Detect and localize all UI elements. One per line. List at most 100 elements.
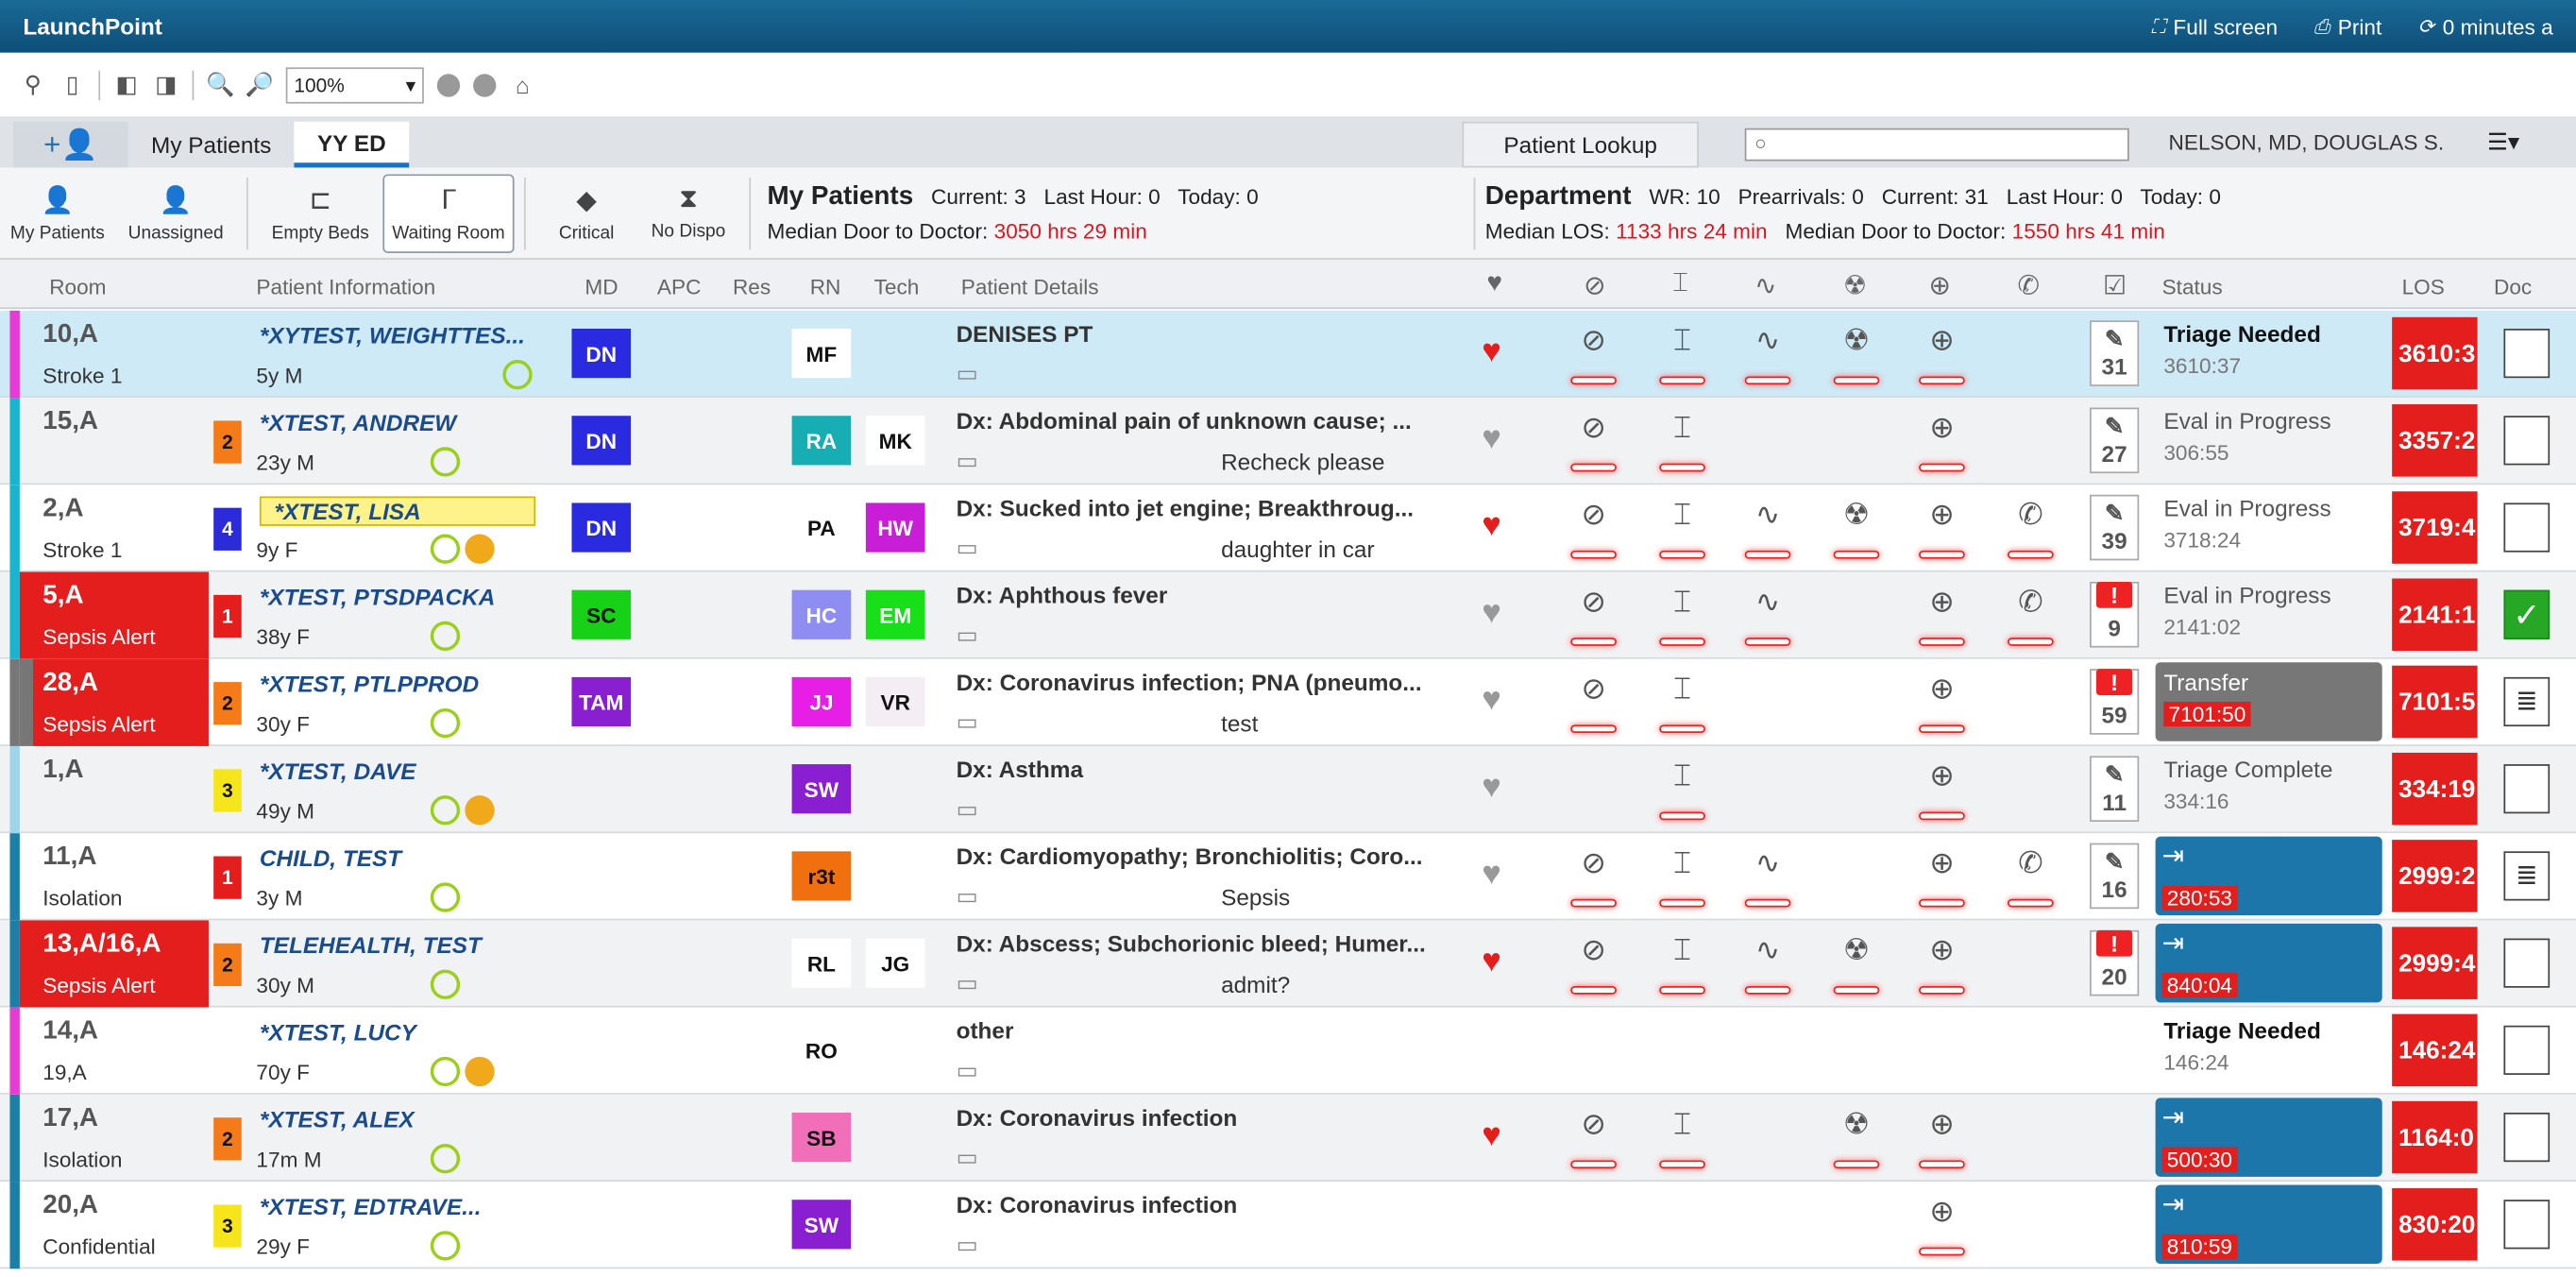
empty-beds-filter[interactable]: ⊏ Empty Beds — [258, 174, 382, 253]
tab-yy-ed[interactable]: YY ED — [294, 121, 410, 168]
table-row[interactable]: 5,A Sepsis Alert 1 *XTEST, PTSDPACKA 38y F SC… — [0, 571, 2576, 659]
circle-icon[interactable] — [473, 73, 497, 96]
status-cell[interactable]: Triage Needed 146:24 — [2156, 1008, 2382, 1095]
patient-name[interactable]: *XTEST, ALEX — [259, 1106, 415, 1132]
status-cell[interactable]: ⇥ 280:53 — [2155, 836, 2382, 916]
room-cell[interactable]: 28,A Sepsis Alert — [19, 658, 209, 746]
status-cell[interactable]: ⇥ 500:30 — [2155, 1098, 2382, 1177]
patient-name[interactable]: *XTEST, EDTRAVE... — [259, 1193, 482, 1220]
checklist-count[interactable]: ✎ 39 — [2090, 494, 2140, 561]
status-cell[interactable]: ⇥ 840:04 — [2155, 923, 2382, 1003]
doc-checkbox[interactable] — [2503, 764, 2551, 814]
checklist-count[interactable]: ✎ 16 — [2090, 843, 2140, 910]
col-md[interactable]: MD — [585, 274, 619, 299]
heart-icon[interactable]: ♥ — [1482, 333, 1501, 370]
ekg-icon[interactable]: ∿ — [1754, 846, 1781, 879]
pill-icon[interactable]: ⊘ — [1581, 411, 1606, 444]
zoom-select[interactable]: 100% ▾ — [285, 66, 424, 103]
heart-icon[interactable]: ♥ — [1482, 1117, 1501, 1154]
document-icon[interactable]: ≣ — [2503, 851, 2551, 901]
my-patients-filter[interactable]: 👤 My Patients — [0, 174, 115, 253]
col-room[interactable]: Room — [49, 274, 107, 299]
consult-column-icon[interactable]: ⊕ — [1928, 272, 1951, 301]
table-row[interactable]: 10,A Stroke 1 *XYTEST, WEIGHTTES... 5y M DN M… — [0, 310, 2576, 399]
doc-checkbox[interactable] — [2503, 329, 2551, 379]
test-tube-icon[interactable]: ⌶ — [1673, 585, 1691, 619]
consult-icon[interactable]: ⊕ — [1929, 498, 1955, 532]
rn-chip[interactable]: RL — [791, 938, 852, 988]
pill-icon[interactable]: ⊘ — [1581, 585, 1606, 619]
md-chip[interactable]: SC — [571, 589, 632, 639]
room-cell[interactable]: 15,A — [20, 398, 209, 485]
print-button[interactable]: ⎙ Print — [2313, 14, 2381, 39]
rn-chip[interactable]: r3t — [791, 851, 852, 901]
table-row[interactable]: 20,A Confidential 3 *XTEST, EDTRAVE... 29y F… — [0, 1182, 2576, 1269]
patient-name[interactable]: *XTEST, LISA — [259, 496, 536, 526]
circle-icon[interactable] — [436, 73, 461, 96]
status-cell[interactable]: Eval in Progress 2141:02 — [2156, 572, 2382, 659]
doc-checkbox[interactable] — [2503, 416, 2551, 466]
col-patient-info[interactable]: Patient Information — [256, 274, 436, 299]
room-cell[interactable]: 1,A — [20, 746, 209, 833]
test-tube-icon[interactable]: ⌶ — [1673, 323, 1691, 357]
consult-icon[interactable]: ⊕ — [1929, 846, 1955, 879]
checklist-column-icon[interactable]: ☑ — [2102, 272, 2127, 301]
heart-icon[interactable]: ♥ — [1482, 856, 1501, 893]
md-chip[interactable]: TAM — [571, 676, 632, 727]
search-input[interactable] — [1744, 128, 2129, 162]
col-tech[interactable]: Tech — [873, 274, 920, 299]
test-tube-icon[interactable]: ⌶ — [1673, 411, 1691, 444]
rn-chip[interactable]: RO — [791, 1025, 852, 1075]
pill-icon[interactable]: ⊘ — [1581, 933, 1606, 967]
room-cell[interactable]: 14,A 19,A — [20, 1008, 209, 1095]
status-cell[interactable]: Triage Complete 334:16 — [2156, 746, 2382, 833]
radiology-icon[interactable]: ☢ — [1842, 323, 1871, 357]
unassigned-filter[interactable]: 👤 Unassigned — [115, 174, 237, 253]
col-apc[interactable]: APC — [656, 274, 702, 299]
binoculars-icon[interactable]: ⚲ — [24, 70, 42, 97]
comment[interactable]: ▭ — [957, 1231, 1222, 1259]
comment[interactable]: ▭ daughter in car — [957, 535, 1375, 563]
consult-icon[interactable]: ⊕ — [1929, 1107, 1955, 1141]
patient-name[interactable]: *XTEST, LUCY — [259, 1018, 416, 1046]
consult-icon[interactable]: ⊕ — [1929, 585, 1955, 619]
test-tube-icon[interactable]: ⌶ — [1673, 672, 1691, 706]
diagnosis[interactable]: Dx: Cardiomyopathy; Bronchiolitis; Coro.… — [956, 843, 1423, 870]
heart-icon[interactable]: ♥ — [1482, 769, 1501, 806]
patient-lookup-tab[interactable]: Patient Lookup — [1462, 121, 1699, 168]
consult-icon[interactable]: ⊕ — [1929, 323, 1955, 357]
comment[interactable]: ▭ — [957, 1057, 1222, 1085]
checklist-count[interactable]: ✎ 11 — [2090, 756, 2140, 822]
pill-icon[interactable]: ⊘ — [1581, 672, 1606, 706]
comment[interactable]: ▭ — [957, 621, 1222, 650]
rn-chip[interactable]: PA — [791, 502, 852, 553]
doc-checked-icon[interactable]: ✓ — [2503, 589, 2551, 639]
test-tube-icon[interactable]: ⌶ — [1673, 846, 1691, 879]
pill-icon[interactable]: ⊘ — [1581, 1107, 1606, 1141]
ekg-column-icon[interactable]: ∿ — [1754, 272, 1777, 301]
doc-checkbox[interactable] — [2503, 938, 2551, 988]
test-tube-icon[interactable]: ⌶ — [1673, 758, 1691, 792]
table-row[interactable]: 28,A Sepsis Alert 2 *XTEST, PTLPPROD 30y F TA… — [0, 658, 2576, 746]
refresh-button[interactable]: ⟳ 0 minutes a — [2418, 14, 2553, 39]
status-cell[interactable]: Eval in Progress 3718:24 — [2156, 485, 2382, 571]
checklist-count[interactable]: ✎ 31 — [2090, 320, 2140, 386]
tech-chip[interactable]: EM — [865, 589, 925, 639]
md-chip[interactable]: DN — [571, 502, 632, 553]
heart-icon[interactable]: ♥ — [1482, 594, 1501, 632]
phone-icon[interactable]: ✆ — [2018, 585, 2043, 619]
patient-name[interactable]: *XTEST, PTSDPACKA — [259, 583, 496, 610]
patient-name[interactable]: *XTEST, ANDREW — [259, 409, 457, 436]
status-cell[interactable]: Triage Needed 3610:37 — [2156, 311, 2382, 398]
critical-filter[interactable]: ◆ Critical — [535, 174, 637, 253]
consult-icon[interactable]: ⊕ — [1929, 933, 1955, 967]
rn-chip[interactable]: RA — [791, 416, 852, 466]
phone-icon[interactable]: ✆ — [2018, 846, 2043, 879]
phone-icon[interactable]: ✆ — [2018, 498, 2043, 532]
diagnosis[interactable]: Dx: Coronavirus infection; PNA (pneumo..… — [956, 669, 1422, 696]
heart-icon[interactable]: ♥ — [1482, 682, 1501, 719]
pill-icon[interactable]: ⊘ — [1581, 323, 1606, 357]
table-row[interactable]: 14,A 19,A *XTEST, LUCY 70y F RO other ▭ Triage … — [0, 1007, 2576, 1095]
radiology-icon[interactable]: ☢ — [1842, 498, 1871, 532]
comment[interactable]: ▭ Recheck please — [957, 447, 1385, 475]
